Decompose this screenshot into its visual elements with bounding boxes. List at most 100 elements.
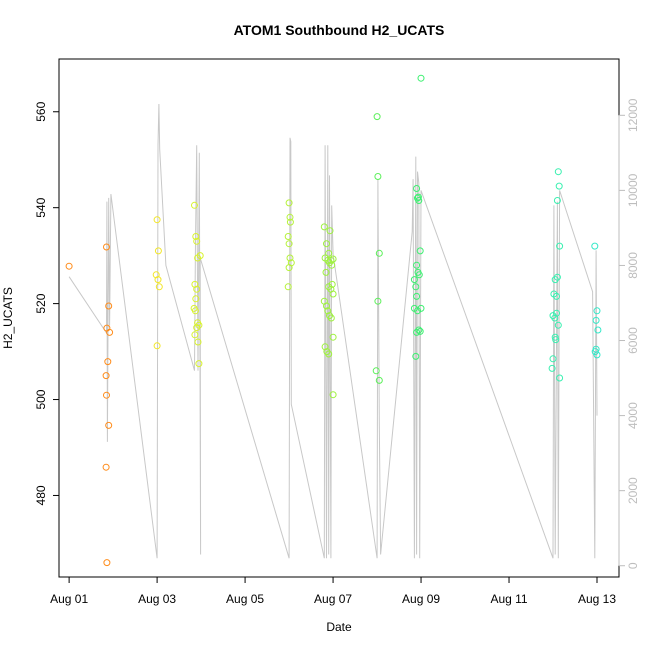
- data-point: [412, 283, 420, 291]
- data-point: [324, 307, 332, 315]
- data-point: [552, 336, 560, 344]
- data-point: [103, 559, 111, 567]
- data-point: [375, 249, 383, 257]
- data-point: [323, 302, 330, 310]
- data-point: [417, 304, 425, 312]
- data-point: [554, 168, 562, 176]
- data-point: [105, 302, 113, 310]
- data-point: [592, 316, 600, 324]
- data-point: [102, 463, 110, 471]
- data-point: [154, 276, 162, 284]
- data-point: [554, 321, 562, 329]
- y-tick-label: 480: [34, 485, 48, 505]
- data-point: [555, 182, 563, 190]
- series-7: [548, 168, 564, 382]
- data-point: [415, 271, 423, 279]
- data-point: [551, 314, 559, 322]
- y2-tick-label: 8000: [626, 252, 640, 279]
- data-point: [413, 261, 421, 269]
- data-point: [327, 314, 335, 322]
- series-0: [65, 243, 114, 567]
- series-6: [410, 74, 425, 360]
- data-point: [412, 352, 420, 360]
- data-point: [328, 280, 336, 288]
- data-point: [196, 252, 204, 260]
- y2-tick-label: 6000: [626, 327, 640, 354]
- data-point: [284, 233, 292, 240]
- data-point: [286, 213, 294, 221]
- data-point: [593, 307, 601, 315]
- series-1: [152, 216, 163, 350]
- data-point: [549, 355, 557, 363]
- y2-tick-label: 10000: [626, 173, 640, 207]
- data-point: [286, 218, 294, 226]
- data-point: [285, 199, 293, 207]
- data-point: [375, 376, 383, 384]
- data-point: [553, 309, 560, 317]
- data-point: [410, 276, 418, 284]
- data-point: [191, 331, 199, 339]
- data-point: [415, 326, 423, 334]
- x-tick-label: Aug 09: [402, 592, 440, 606]
- altitude-line: [68, 103, 598, 559]
- data-point: [373, 113, 381, 121]
- data-point: [152, 271, 160, 279]
- data-point: [104, 358, 112, 366]
- data-point: [65, 262, 73, 270]
- x-axis: Aug 01 Aug 03 Aug 05 Aug 07 Aug 09 Aug 11 Aug …: [50, 576, 616, 606]
- data-point: [154, 247, 162, 255]
- series-4: [320, 223, 337, 399]
- data-point: [551, 276, 559, 284]
- data-point: [328, 261, 336, 269]
- data-point: [548, 364, 556, 372]
- data-point: [413, 185, 421, 192]
- data-point: [191, 280, 199, 288]
- y-tick-label: 500: [34, 389, 48, 409]
- data-point: [414, 307, 421, 315]
- x-tick-label: Aug 07: [314, 592, 352, 606]
- data-point: [553, 197, 561, 204]
- data-point: [103, 243, 110, 251]
- chart-title: ATOM1 Southbound H2_UCATS: [234, 22, 445, 38]
- data-point: [195, 360, 203, 368]
- data-point: [325, 283, 333, 291]
- series-5: [372, 113, 383, 384]
- data-point: [193, 324, 201, 332]
- x-tick-label: Aug 13: [578, 592, 616, 606]
- data-point: [103, 391, 110, 399]
- data-point: [155, 283, 163, 291]
- data-point: [284, 283, 292, 291]
- plot-frame: [58, 58, 620, 578]
- data-point: [416, 327, 424, 335]
- data-point: [413, 328, 421, 336]
- data-point: [326, 227, 334, 235]
- data-point: [320, 223, 328, 231]
- data-point: [325, 249, 333, 257]
- data-point: [374, 297, 382, 305]
- data-point: [153, 216, 161, 224]
- x-tick-label: Aug 01: [50, 592, 88, 606]
- data-point: [322, 268, 330, 276]
- data-point: [553, 273, 561, 281]
- data-point: [415, 197, 423, 204]
- y-axis-right: 0 2000 4000 6000 8000 10000 12000: [618, 98, 640, 569]
- series-2: [190, 201, 204, 368]
- y2-tick-label: 2000: [626, 477, 640, 504]
- data-point: [325, 350, 333, 358]
- series-8: [591, 242, 602, 359]
- data-point: [556, 242, 564, 250]
- data-point: [416, 247, 424, 255]
- data-point: [192, 295, 200, 303]
- data-point: [417, 74, 425, 82]
- data-point: [329, 391, 337, 399]
- data-point: [191, 201, 198, 209]
- data-point: [193, 237, 201, 245]
- y-axis-label: H2_UCATS: [1, 287, 15, 349]
- y-tick-label: 520: [34, 293, 48, 313]
- data-point: [374, 173, 382, 180]
- x-axis-label: Date: [326, 620, 352, 634]
- data-points: [65, 74, 602, 567]
- y-tick-label: 540: [34, 197, 48, 217]
- altitude-trace: [68, 103, 598, 559]
- y2-tick-label: 0: [626, 562, 640, 569]
